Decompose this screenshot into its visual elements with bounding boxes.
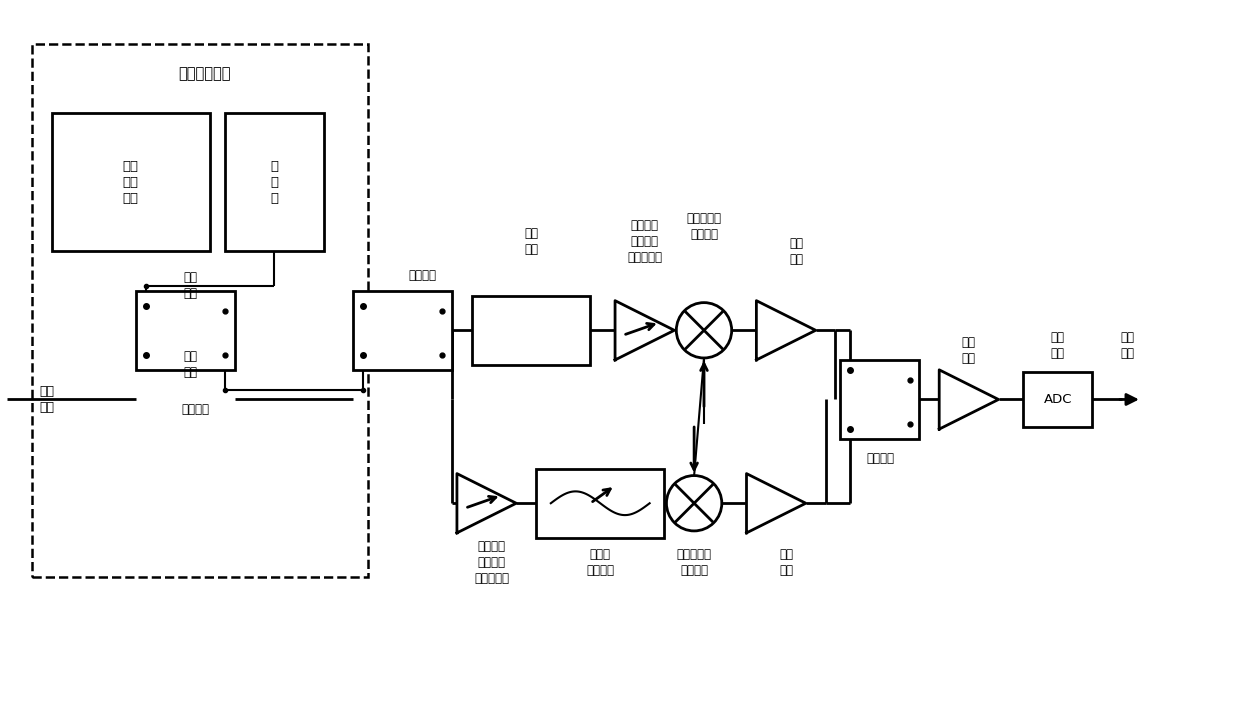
Text: 中频开关: 中频开关 — [866, 452, 894, 465]
Bar — [52, 113, 210, 251]
Polygon shape — [939, 370, 998, 429]
Text: 中频
放大: 中频 放大 — [779, 548, 794, 577]
Text: 模数
转换: 模数 转换 — [1050, 331, 1065, 360]
Text: 信号
输入: 信号 输入 — [40, 385, 55, 414]
Bar — [841, 360, 919, 439]
Text: 校准
端口: 校准 端口 — [184, 271, 197, 300]
Polygon shape — [456, 474, 516, 533]
Text: 在线校准电路: 在线校准电路 — [179, 66, 231, 81]
Text: 中频
调理: 中频 调理 — [962, 336, 976, 364]
Polygon shape — [615, 300, 675, 360]
Text: 可变增益
微波前置
低噪声放大: 可变增益 微波前置 低噪声放大 — [474, 540, 510, 585]
Bar — [32, 44, 368, 577]
Text: 波段开关: 波段开关 — [408, 269, 436, 283]
Text: 射频超外差
混频接收: 射频超外差 混频接收 — [687, 212, 722, 241]
Text: 测量
端口: 测量 端口 — [184, 350, 197, 379]
Text: 可变增益
射频前置
低噪声放大: 可变增益 射频前置 低噪声放大 — [627, 219, 662, 264]
Bar — [135, 291, 234, 370]
Polygon shape — [756, 300, 816, 360]
Text: 中频
放大: 中频 放大 — [789, 236, 804, 266]
Text: 低通
滤波: 低通 滤波 — [525, 227, 538, 256]
Polygon shape — [746, 474, 806, 533]
Bar — [353, 291, 453, 370]
Text: 数字
输出: 数字 输出 — [1120, 331, 1133, 360]
Text: 温度
监测
电路: 温度 监测 电路 — [123, 160, 139, 204]
Text: 噪
声
源: 噪 声 源 — [270, 160, 278, 204]
Bar — [224, 113, 324, 251]
Text: ADC: ADC — [1044, 393, 1073, 406]
Bar — [536, 469, 665, 538]
Bar — [1023, 372, 1092, 427]
Bar — [471, 295, 590, 365]
Text: 校准开关: 校准开关 — [181, 403, 210, 416]
Text: 可调谐
带通滤波: 可调谐 带通滤波 — [587, 548, 614, 577]
Text: 微波超外差
混频接收: 微波超外差 混频接收 — [677, 548, 712, 577]
